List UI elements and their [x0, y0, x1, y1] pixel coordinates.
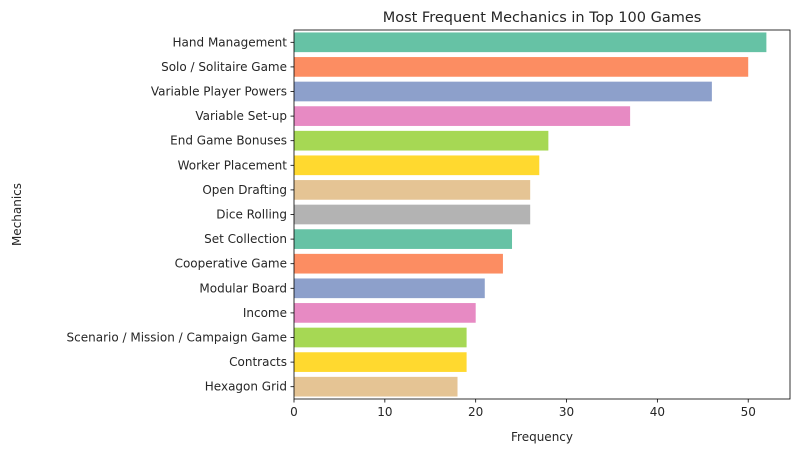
category-label: Open Drafting [202, 183, 287, 197]
bar [294, 180, 531, 200]
x-tick-label: 20 [468, 405, 483, 419]
bar [294, 376, 458, 397]
bar [294, 253, 503, 274]
category-label: Hexagon Grid [205, 380, 287, 394]
category-label: Dice Rolling [216, 208, 287, 222]
category-label: Contracts [229, 355, 287, 369]
x-tick-label: 10 [377, 405, 392, 419]
bar [294, 106, 631, 126]
chart-title: Most Frequent Mechanics in Top 100 Games [383, 10, 702, 26]
category-label: Worker Placement [178, 158, 288, 172]
plot-frame [293, 29, 791, 400]
x-axis-ticks: 0 10 20 30 40 50 [290, 399, 756, 419]
bar [294, 204, 531, 225]
bar [294, 155, 540, 176]
category-label: End Game Bonuses [170, 134, 287, 148]
bar [294, 229, 513, 249]
x-tick-label: 50 [741, 405, 756, 419]
bar [294, 130, 549, 151]
category-labels: Hand Management Solo / Solitaire Game Vari… [67, 35, 294, 394]
x-tick-label: 40 [650, 405, 665, 419]
bars-group [294, 32, 767, 397]
category-label: Variable Player Powers [151, 85, 287, 99]
category-label: Hand Management [173, 35, 288, 49]
bar [294, 303, 476, 323]
x-axis-title: Frequency [511, 430, 573, 444]
x-tick-label: 0 [290, 405, 298, 419]
bar [294, 327, 467, 348]
bar [294, 32, 767, 53]
category-label: Cooperative Game [175, 257, 287, 271]
bar [294, 81, 712, 102]
category-label: Modular Board [199, 281, 287, 295]
category-label: Solo / Solitaire Game [161, 60, 287, 74]
bar [294, 57, 749, 77]
bar [294, 352, 467, 372]
x-tick-label: 30 [559, 405, 574, 419]
y-axis-title: Mechanics [10, 183, 24, 246]
bar [294, 278, 485, 299]
category-label: Variable Set-up [195, 109, 287, 123]
category-label: Scenario / Mission / Campaign Game [67, 331, 287, 345]
category-label: Set Collection [204, 232, 287, 246]
category-label: Income [243, 306, 287, 320]
